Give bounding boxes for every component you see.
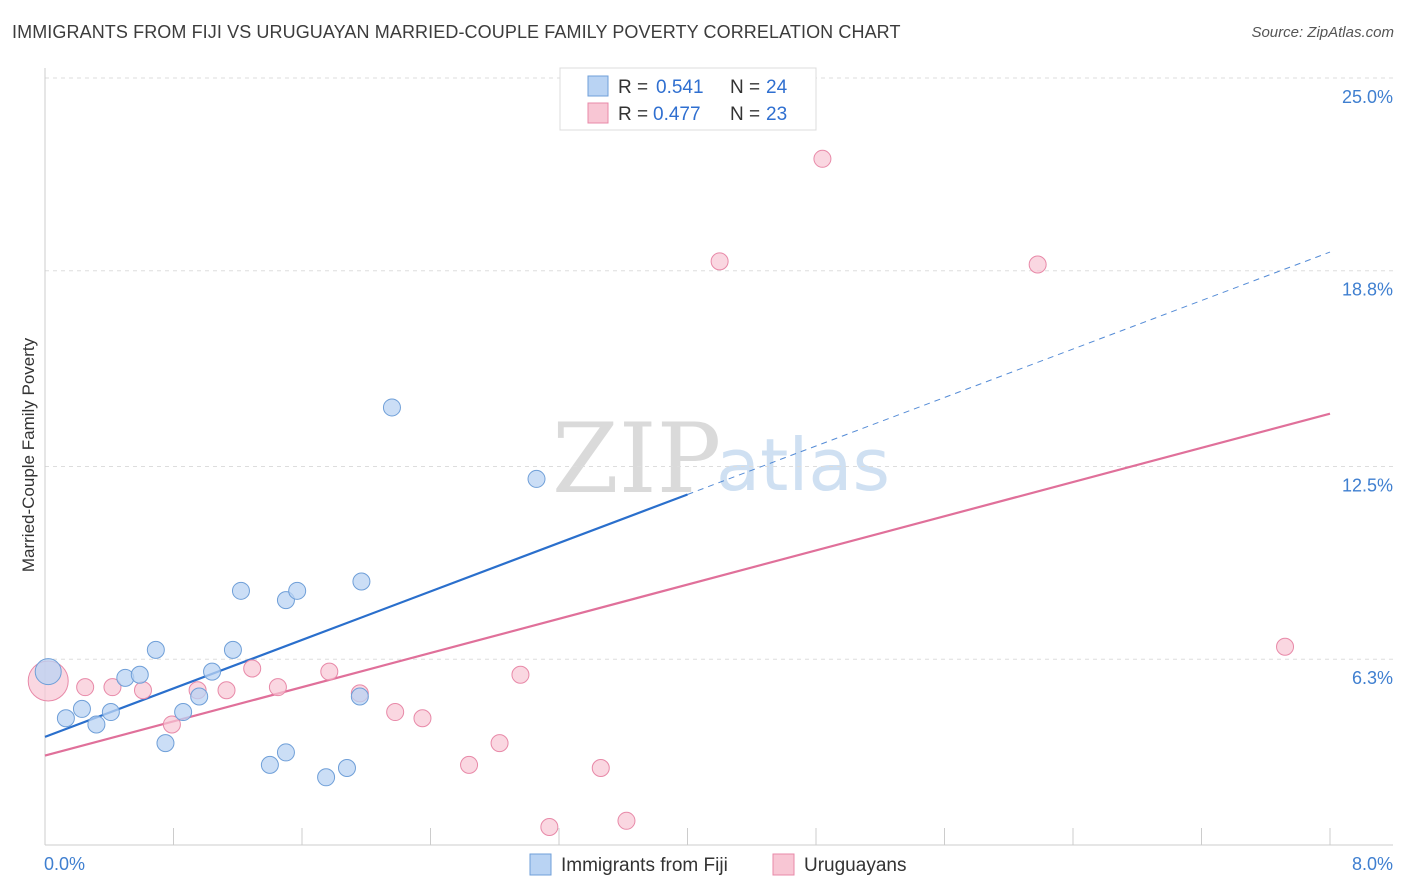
uruguayans-point-17 — [591, 758, 610, 777]
fiji-point-2 — [72, 699, 91, 718]
legend-swatch-uruguayans — [587, 102, 609, 124]
series-legend-swatch-fiji — [529, 853, 552, 876]
fiji-points — [34, 398, 546, 787]
fiji-point-11 — [203, 662, 222, 681]
fiji-point-6 — [130, 665, 149, 684]
legend-r-label-fiji: R = — [618, 77, 648, 98]
y-tick-labels: 6.3% 12.5% 18.8% 25.0% — [1342, 87, 1393, 688]
fiji-point-22 — [382, 398, 401, 417]
fiji-point-18 — [337, 758, 356, 777]
trend-line-fiji — [44, 493, 688, 738]
uruguayans-point-4 — [162, 715, 181, 734]
legend-swatch-fiji — [587, 75, 609, 97]
axes — [44, 68, 1393, 846]
series-legend-label-fiji: Immigrants from Fiji — [561, 855, 728, 876]
uruguayans-point-22 — [1276, 637, 1295, 656]
fiji-point-17 — [317, 768, 336, 787]
fiji-point-19 — [350, 687, 369, 706]
fiji-point-10 — [190, 687, 209, 706]
legend-r-value-uruguayans: 0.477 — [653, 104, 701, 125]
uruguayans-point-7 — [243, 659, 262, 678]
legend-n-value-fiji: 24 — [766, 77, 788, 98]
fiji-point-9 — [174, 703, 193, 722]
x-tick-label-start: 0.0% — [44, 854, 85, 874]
gridlines — [45, 77, 1393, 660]
fiji-point-16 — [276, 743, 295, 762]
correlation-legend: R = 0.541 N = 24 R = 0.477 N = 23 — [559, 67, 817, 131]
uruguayans-point-15 — [511, 665, 530, 684]
uruguayans-point-13 — [460, 755, 479, 774]
source-label: Source: ZipAtlas.com — [1251, 24, 1394, 41]
trend-lines — [44, 251, 1331, 757]
legend-r-label-uruguayans: R = — [618, 104, 648, 125]
fiji-point-1 — [56, 709, 75, 728]
watermark-zip: ZIP — [552, 403, 721, 515]
uruguayans-point-2 — [103, 678, 122, 697]
chart-title: IMMIGRANTS FROM FIJI VS URUGUAYAN MARRIE… — [12, 22, 901, 42]
legend-n-value-uruguayans: 23 — [766, 104, 787, 125]
legend-r-value-fiji: 0.541 — [656, 77, 704, 98]
legend-n-label-uruguayans: N = — [730, 104, 760, 125]
fiji-point-4 — [101, 703, 120, 722]
uruguayans-point-9 — [320, 662, 339, 681]
fiji-point-13 — [231, 581, 250, 600]
series-legend-swatch-uruguayans — [772, 853, 795, 876]
fiji-point-12 — [223, 640, 242, 659]
uruguayans-point-19 — [710, 252, 729, 271]
fiji-point-7 — [146, 640, 165, 659]
uruguayans-point-11 — [386, 703, 405, 722]
series-legend-label-uruguayans: Uruguayans — [804, 855, 906, 876]
y-axis-label: Married-Couple Family Poverty — [19, 337, 38, 572]
uruguayans-point-20 — [813, 149, 832, 168]
watermark: ZIP atlas — [552, 403, 890, 515]
y-tick-label-0: 6.3% — [1352, 668, 1393, 688]
uruguayans-point-12 — [413, 709, 432, 728]
uruguayans-point-6 — [217, 681, 236, 700]
series-legend: Immigrants from Fiji Uruguayans — [529, 853, 906, 876]
uruguayans-point-14 — [490, 734, 509, 753]
legend-n-label-fiji: N = — [730, 77, 760, 98]
x-tick-label-end: 8.0% — [1352, 854, 1393, 874]
fiji-point-23 — [527, 469, 546, 488]
uruguayans-point-8 — [268, 678, 287, 697]
y-tick-label-3: 25.0% — [1342, 87, 1393, 107]
fiji-point-0 — [34, 658, 62, 686]
fiji-point-21 — [352, 572, 371, 591]
trend-line-fiji-extension — [687, 251, 1331, 495]
watermark-atlas: atlas — [716, 423, 890, 507]
uruguayans-point-3 — [133, 681, 152, 700]
fiji-point-15 — [260, 755, 279, 774]
uruguayans-point-16 — [540, 818, 559, 837]
fiji-point-20 — [288, 581, 307, 600]
trend-line-uruguayans — [44, 412, 1331, 757]
fiji-point-3 — [87, 715, 106, 734]
y-tick-label-1: 12.5% — [1342, 476, 1393, 496]
uruguayans-point-18 — [617, 811, 636, 830]
y-tick-label-2: 18.8% — [1342, 280, 1393, 300]
uruguayans-point-1 — [76, 678, 95, 697]
fiji-point-8 — [156, 734, 175, 753]
uruguayans-point-21 — [1028, 255, 1047, 274]
